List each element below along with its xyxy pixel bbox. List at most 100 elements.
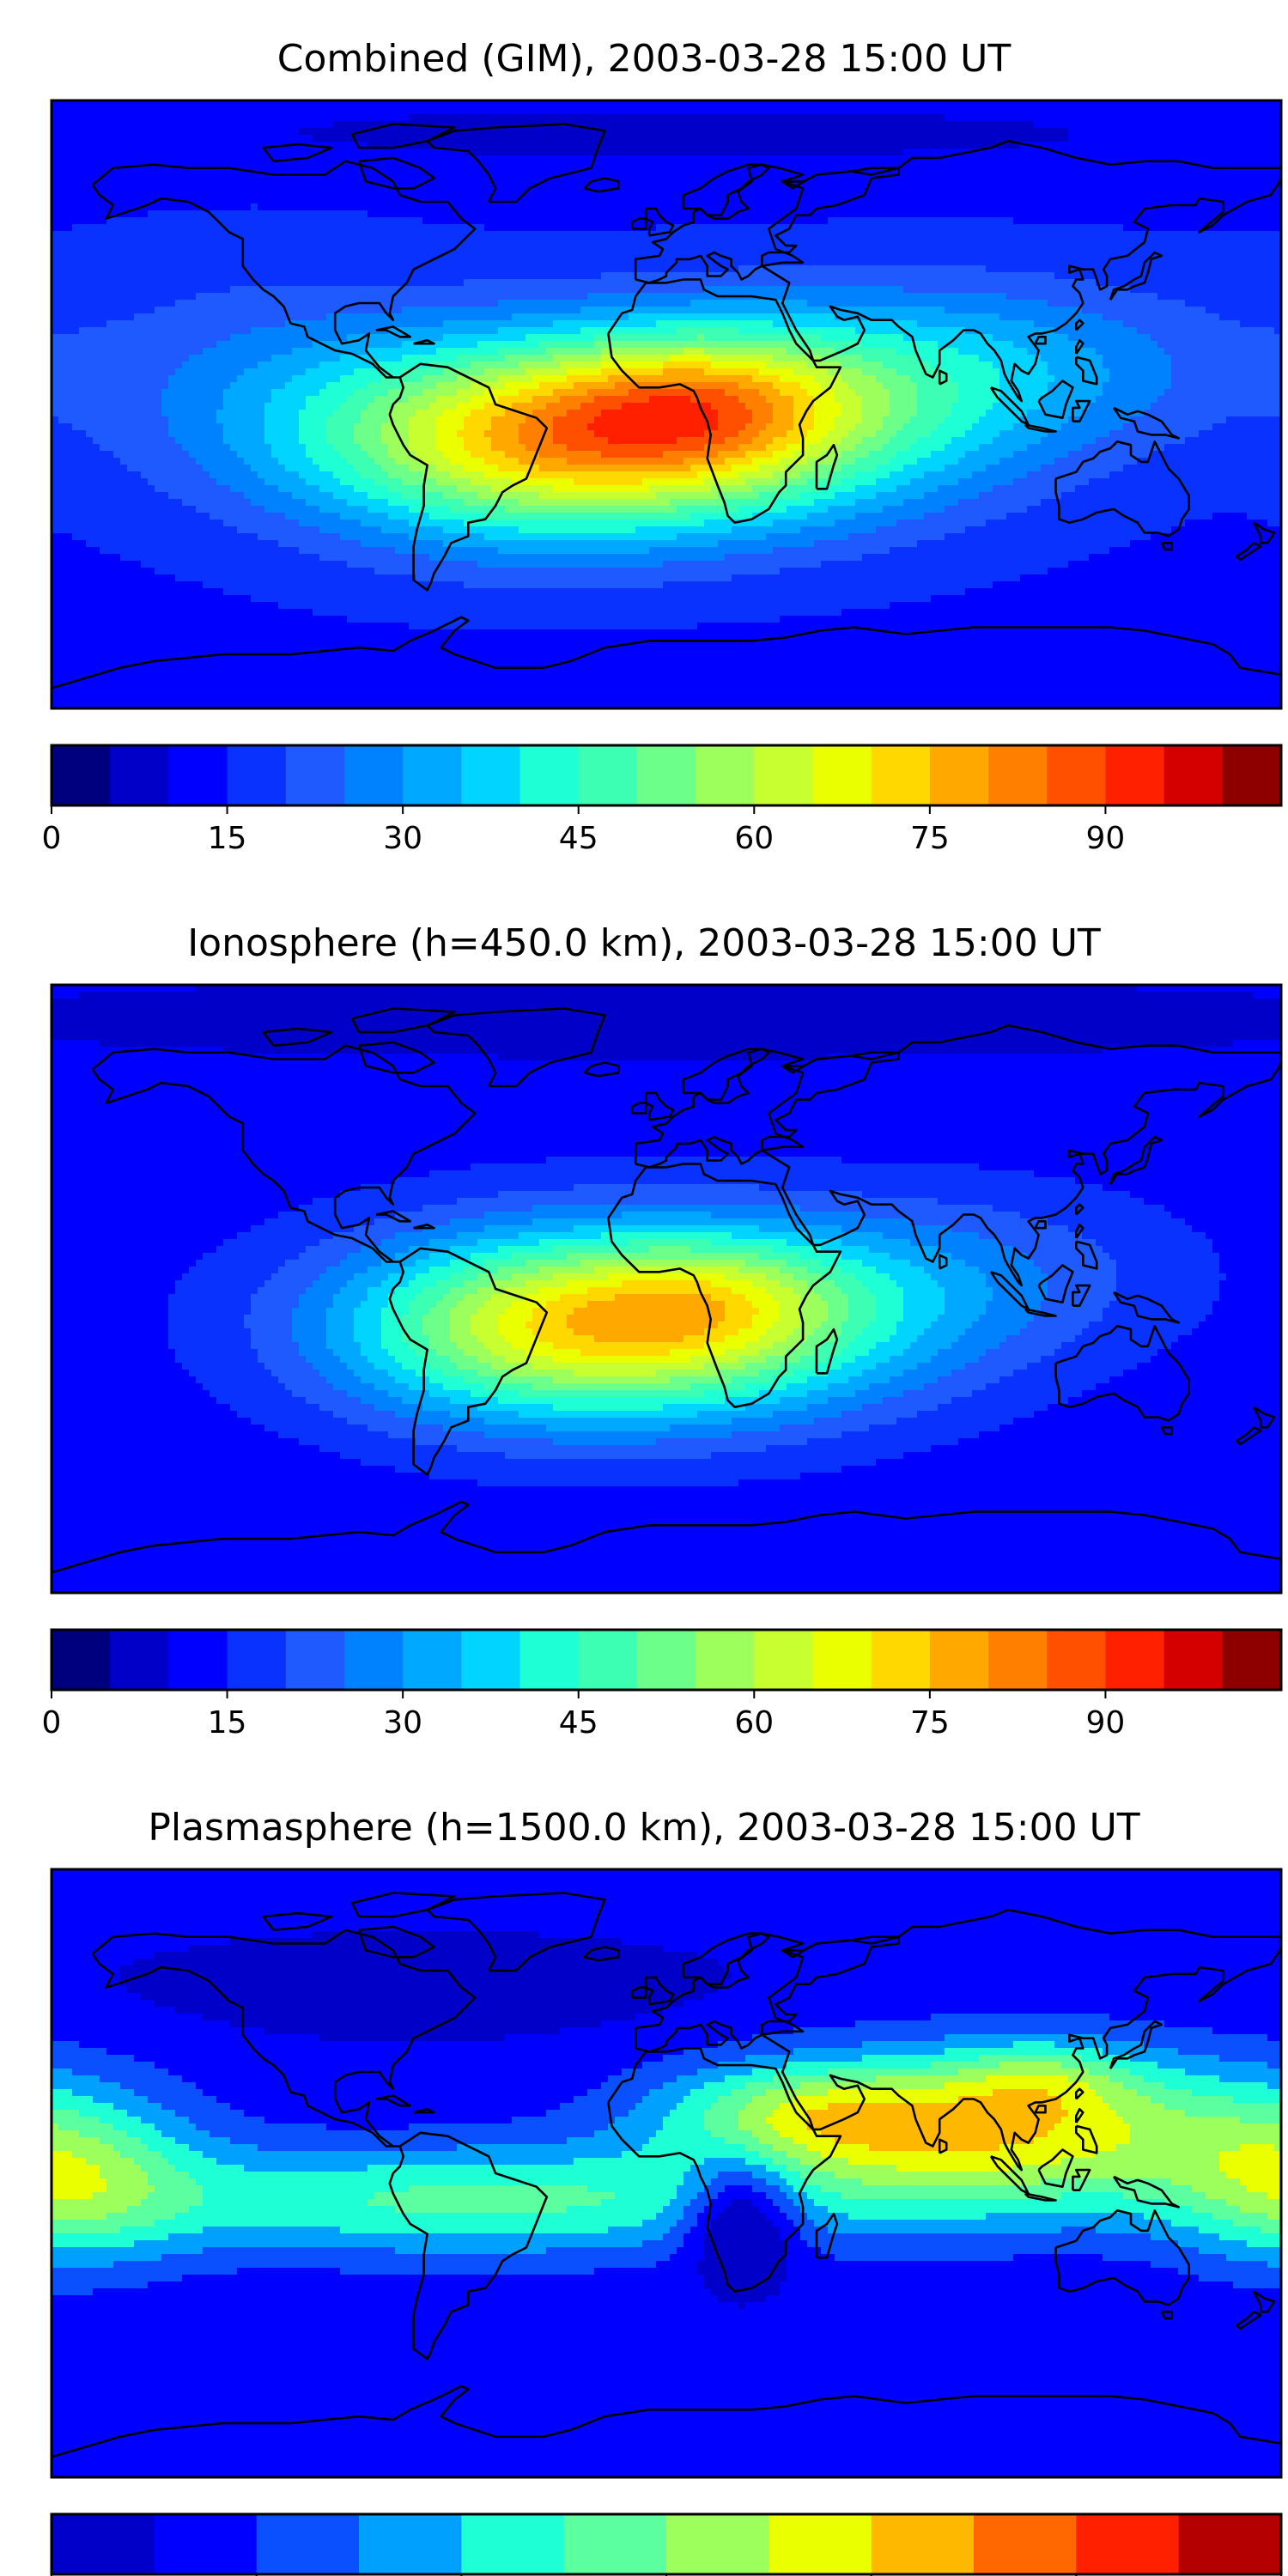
field-cell (725, 162, 732, 170)
field-cell (134, 258, 142, 266)
field-cell (1247, 169, 1255, 177)
field-cell (1103, 265, 1110, 273)
field-cell (52, 286, 59, 294)
field-cell (1123, 279, 1131, 287)
field-cell (642, 183, 650, 191)
field-cell (1157, 231, 1165, 239)
field-cell (148, 183, 155, 191)
field-cell (876, 149, 884, 156)
field-cell (134, 169, 142, 177)
field-cell (161, 217, 169, 225)
field-cell (574, 135, 581, 143)
field-cell (903, 265, 911, 273)
field-cell (127, 217, 135, 225)
field-cell (1164, 128, 1172, 136)
field-cell (677, 197, 684, 204)
field-cell (958, 258, 966, 266)
field-cell (862, 114, 870, 122)
field-cell (1226, 142, 1234, 149)
field-cell (1267, 210, 1275, 218)
field-cell (539, 204, 547, 211)
field-cell (106, 107, 114, 115)
field-cell (704, 114, 712, 122)
field-cell (512, 258, 519, 266)
field-cell (498, 128, 506, 136)
field-cell (381, 272, 389, 280)
field-cell (1068, 142, 1076, 149)
field-cell (306, 279, 313, 287)
field-cell (642, 149, 650, 156)
field-cell (738, 100, 746, 108)
field-cell (1020, 107, 1028, 115)
field-cell (745, 245, 753, 252)
field-cell (134, 197, 142, 204)
field-cell (155, 210, 162, 218)
field-cell (649, 114, 657, 122)
field-cell (938, 162, 945, 170)
field-cell (519, 252, 526, 259)
field-cell (1192, 190, 1200, 197)
field-cell (945, 286, 952, 294)
field-cell (738, 258, 746, 266)
field-cell (814, 204, 822, 211)
field-cell (848, 217, 856, 225)
field-cell (958, 114, 966, 122)
field-cell (113, 238, 121, 246)
field-cell (416, 224, 423, 232)
field-cell (189, 265, 197, 273)
field-cell (1006, 155, 1014, 163)
field-cell (1006, 217, 1014, 225)
field-cell (271, 135, 279, 143)
field-cell (1061, 169, 1069, 177)
field-cell (532, 245, 540, 252)
field-cell (361, 272, 368, 280)
field-cell (1054, 286, 1062, 294)
field-cell (601, 190, 609, 197)
field-cell (484, 272, 492, 280)
field-cell (244, 114, 252, 122)
field-cell (155, 217, 162, 225)
field-cell (429, 231, 437, 239)
field-cell (271, 252, 279, 259)
field-cell (120, 107, 128, 115)
field-cell (1254, 224, 1261, 232)
field-cell (292, 231, 300, 239)
field-cell (958, 210, 966, 218)
field-cell (622, 162, 629, 170)
field-cell (216, 231, 224, 239)
field-cell (690, 245, 698, 252)
field-cell (72, 190, 80, 197)
field-cell (354, 245, 361, 252)
field-cell (292, 183, 300, 191)
field-cell (450, 258, 458, 266)
field-cell (683, 279, 691, 287)
field-cell (615, 286, 623, 294)
field-cell (1199, 107, 1206, 115)
field-cell (127, 142, 135, 149)
field-cell (594, 272, 602, 280)
field-cell (368, 204, 375, 211)
field-cell (965, 169, 973, 177)
field-cell (608, 128, 616, 136)
field-cell (258, 128, 265, 136)
field-cell (594, 286, 602, 294)
field-cell (1034, 265, 1042, 273)
field-cell (354, 279, 361, 287)
field-cell (368, 231, 375, 239)
field-cell (1103, 197, 1110, 204)
field-cell (546, 169, 554, 177)
field-cell (841, 272, 849, 280)
field-cell (251, 258, 258, 266)
field-cell (972, 107, 980, 115)
field-cell (1103, 224, 1110, 232)
field-cell (800, 107, 808, 115)
field-cell (1199, 217, 1206, 225)
field-cell (704, 162, 712, 170)
field-cell (244, 142, 252, 149)
field-cell (1199, 183, 1206, 191)
field-cell (1006, 279, 1014, 287)
field-cell (285, 245, 293, 252)
field-cell (120, 155, 128, 163)
field-cell (532, 238, 540, 246)
field-cell (292, 162, 300, 170)
